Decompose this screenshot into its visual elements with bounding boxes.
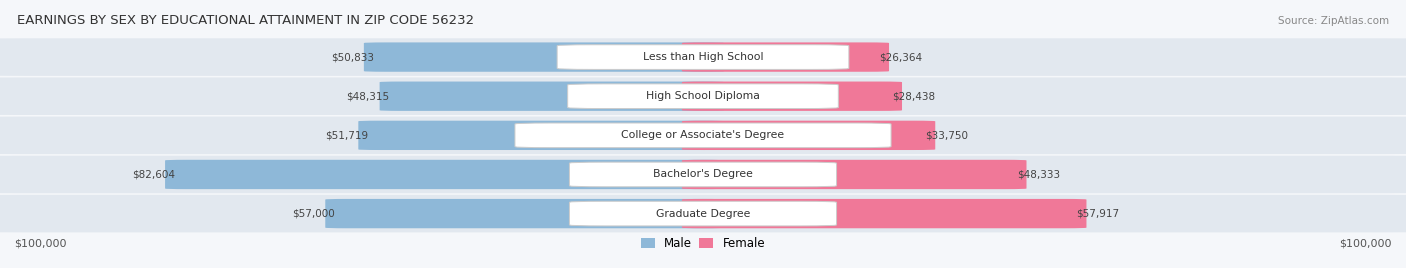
Text: $51,719: $51,719 — [325, 130, 368, 140]
FancyBboxPatch shape — [380, 81, 724, 111]
Text: $28,438: $28,438 — [893, 91, 935, 101]
Text: $82,604: $82,604 — [132, 169, 174, 180]
FancyBboxPatch shape — [682, 199, 1087, 228]
Text: $50,833: $50,833 — [330, 52, 374, 62]
Text: $26,364: $26,364 — [879, 52, 922, 62]
FancyBboxPatch shape — [0, 156, 1406, 193]
Text: $48,315: $48,315 — [346, 91, 389, 101]
FancyBboxPatch shape — [682, 42, 889, 72]
Text: Source: ZipAtlas.com: Source: ZipAtlas.com — [1278, 16, 1389, 26]
Text: Bachelor's Degree: Bachelor's Degree — [652, 169, 754, 180]
FancyBboxPatch shape — [569, 201, 837, 226]
FancyBboxPatch shape — [165, 160, 724, 189]
FancyBboxPatch shape — [0, 117, 1406, 154]
FancyBboxPatch shape — [569, 162, 837, 187]
Text: $33,750: $33,750 — [925, 130, 969, 140]
Text: Graduate Degree: Graduate Degree — [655, 209, 751, 219]
Text: $57,917: $57,917 — [1077, 209, 1119, 219]
Text: Less than High School: Less than High School — [643, 52, 763, 62]
FancyBboxPatch shape — [682, 160, 1026, 189]
Text: High School Diploma: High School Diploma — [647, 91, 759, 101]
FancyBboxPatch shape — [364, 42, 724, 72]
FancyBboxPatch shape — [557, 45, 849, 69]
Text: $100,000: $100,000 — [1340, 239, 1392, 249]
Text: College or Associate's Degree: College or Associate's Degree — [621, 130, 785, 140]
FancyBboxPatch shape — [359, 121, 724, 150]
Text: $48,333: $48,333 — [1017, 169, 1060, 180]
FancyBboxPatch shape — [0, 38, 1406, 76]
FancyBboxPatch shape — [0, 77, 1406, 115]
FancyBboxPatch shape — [515, 123, 891, 148]
FancyBboxPatch shape — [0, 195, 1406, 232]
Legend: Male, Female: Male, Female — [641, 237, 765, 250]
Text: EARNINGS BY SEX BY EDUCATIONAL ATTAINMENT IN ZIP CODE 56232: EARNINGS BY SEX BY EDUCATIONAL ATTAINMEN… — [17, 14, 474, 27]
Text: $100,000: $100,000 — [14, 239, 66, 249]
Text: $57,000: $57,000 — [292, 209, 335, 219]
FancyBboxPatch shape — [325, 199, 724, 228]
FancyBboxPatch shape — [682, 121, 935, 150]
FancyBboxPatch shape — [568, 84, 838, 109]
FancyBboxPatch shape — [682, 81, 903, 111]
